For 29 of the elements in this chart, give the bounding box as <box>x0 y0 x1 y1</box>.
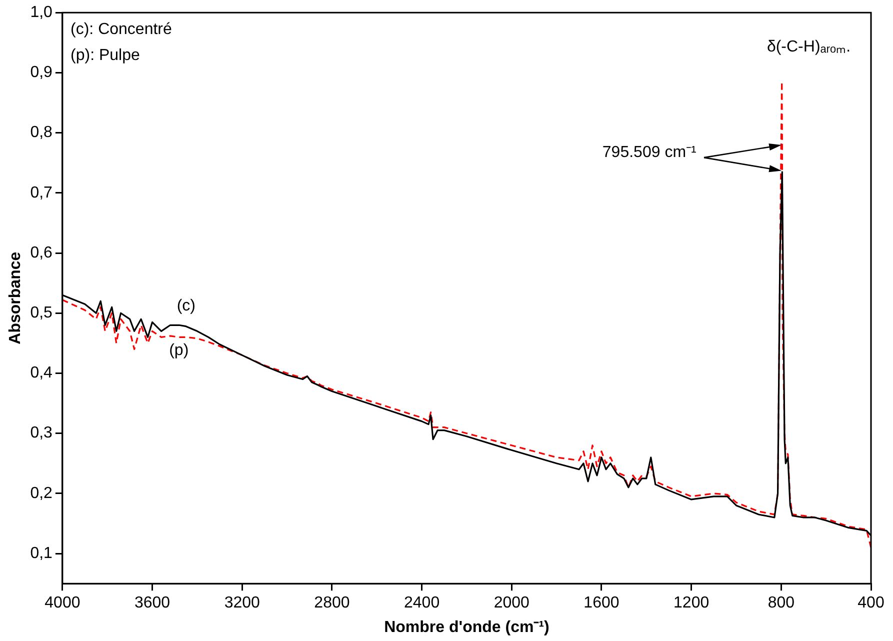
x-tick-label: 1600 <box>584 594 620 612</box>
y-tick-label: 0,7 <box>30 184 53 202</box>
x-axis-title: Nombre d'onde (cm⁻¹) <box>384 618 550 636</box>
line-series <box>62 80 871 548</box>
annotation: (p): Pulpe <box>70 46 140 64</box>
y-tick-label: 0,5 <box>30 304 53 322</box>
y-tick-label: 0,3 <box>30 424 53 442</box>
annotation: (c): Concentré <box>70 21 172 38</box>
y-tick-label: 0,6 <box>30 244 53 262</box>
y-tick-label: 0,2 <box>30 484 53 502</box>
x-tick-label: 3200 <box>224 594 260 612</box>
x-tick-label: 3600 <box>134 594 170 612</box>
y-axis-title: Absorbance <box>7 252 24 344</box>
annotation: 795.509 cm⁻¹ <box>602 144 696 161</box>
x-tick-label: 800 <box>768 594 795 612</box>
y-tick-label: 0,4 <box>30 364 53 382</box>
x-tick-label: 4000 <box>44 594 80 612</box>
annotation: (p) <box>169 342 189 360</box>
annotation: (c) <box>176 298 196 314</box>
x-tick-label: 2400 <box>404 594 440 612</box>
y-tick-label: 0,9 <box>30 64 53 82</box>
x-tick-label: 400 <box>858 594 884 612</box>
annotation: δ(-C-H)ₐᵣₒₘ. <box>766 38 851 56</box>
x-tick-label: 2000 <box>494 594 530 612</box>
y-tick-label: 1,0 <box>30 4 53 22</box>
y-tick-label: 0,8 <box>30 124 53 142</box>
y-tick-label: 0,1 <box>30 544 53 562</box>
x-tick-label: 2800 <box>314 594 350 612</box>
x-tick-label: 1200 <box>674 594 710 612</box>
